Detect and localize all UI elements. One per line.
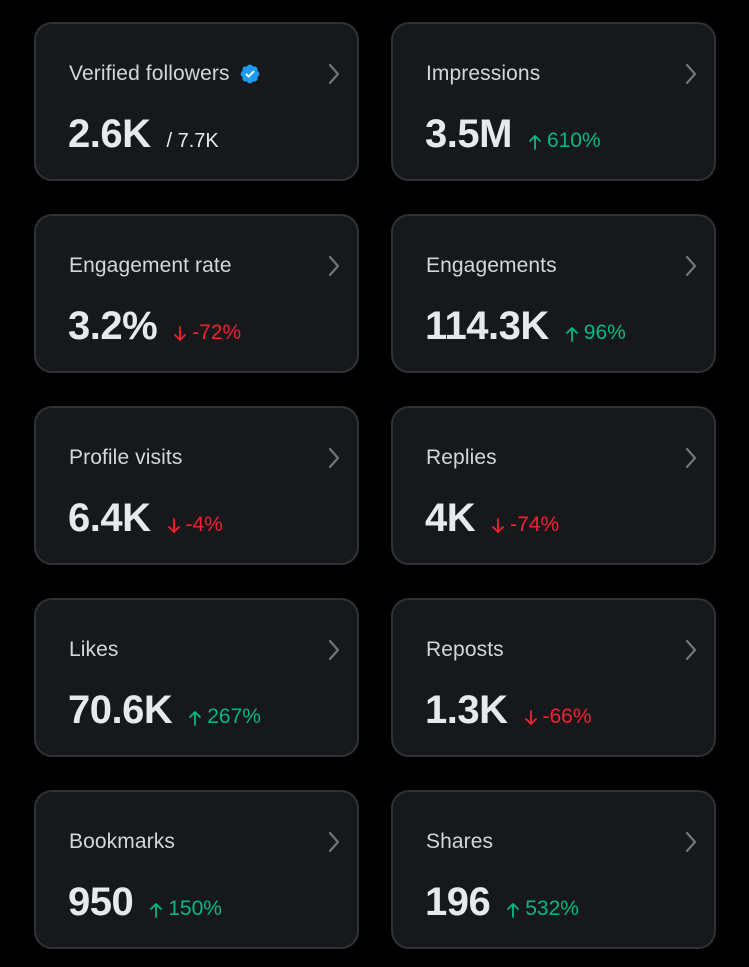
card-profile-visits[interactable]: Profile visits 6.4K -4% — [34, 406, 359, 565]
card-value: 3.5M — [425, 112, 512, 156]
chevron-right-icon — [328, 255, 340, 277]
card-label-row: Engagement rate — [69, 254, 232, 278]
card-value: 114.3K — [425, 304, 549, 348]
card-label: Verified followers — [69, 62, 230, 85]
chevron-right-icon — [328, 639, 340, 661]
chevron-right-icon — [328, 831, 340, 853]
arrow-up-icon — [189, 711, 202, 726]
card-change-value: 150% — [168, 897, 222, 920]
chevron-right-icon — [685, 639, 697, 661]
card-value-row: 196 532% — [425, 880, 579, 924]
card-engagements[interactable]: Engagements 114.3K 96% — [391, 214, 716, 373]
card-label: Engagement rate — [69, 254, 232, 277]
card-label-row: Impressions — [426, 62, 540, 86]
chevron-right-icon — [328, 447, 340, 469]
arrow-down-icon — [167, 518, 180, 533]
chevron-right-icon — [328, 63, 340, 85]
card-value: 4K — [425, 496, 476, 540]
card-value: 196 — [425, 880, 491, 924]
arrow-up-icon — [507, 903, 520, 918]
card-change: 96% — [565, 321, 626, 345]
arrow-up-icon — [565, 327, 578, 342]
arrow-up-icon — [150, 903, 163, 918]
card-change: 610% — [528, 129, 601, 153]
card-label: Reposts — [426, 638, 504, 661]
card-value-row: 70.6K 267% — [68, 688, 261, 732]
arrow-down-icon — [174, 326, 187, 341]
chevron-right-icon — [685, 831, 697, 853]
card-value-row: 1.3K -66% — [425, 688, 592, 732]
card-change-value: -66% — [542, 705, 592, 728]
analytics-grid: Verified followers 2.6K / 7.7K Impressio… — [34, 22, 716, 949]
card-label: Impressions — [426, 62, 541, 85]
card-label: Engagements — [426, 254, 557, 277]
card-value: 950 — [68, 880, 134, 924]
card-label: Replies — [426, 446, 497, 469]
card-value: 70.6K — [68, 688, 173, 732]
card-value: 1.3K — [425, 688, 508, 732]
card-value: 2.6K — [68, 112, 151, 156]
card-reposts[interactable]: Reposts 1.3K -66% — [391, 598, 716, 757]
card-impressions[interactable]: Impressions 3.5M 610% — [391, 22, 716, 181]
card-label-row: Shares — [426, 830, 493, 854]
card-change-value: 267% — [207, 705, 261, 728]
card-value-row: 4K -74% — [425, 496, 559, 540]
chevron-right-icon — [685, 447, 697, 469]
card-label-row: Engagements — [426, 254, 557, 278]
card-change: -4% — [167, 513, 223, 537]
card-change: 150% — [149, 897, 222, 921]
arrow-down-icon — [492, 518, 505, 533]
card-value-row: 2.6K / 7.7K — [68, 112, 219, 156]
card-label: Likes — [69, 638, 119, 661]
card-engagement-rate[interactable]: Engagement rate 3.2% -72% — [34, 214, 359, 373]
card-change-value: 96% — [583, 321, 626, 344]
card-change-value: -74% — [510, 513, 560, 536]
card-change: 267% — [188, 705, 261, 729]
card-shares[interactable]: Shares 196 532% — [391, 790, 716, 949]
card-change-value: 532% — [525, 897, 579, 920]
verified-badge-icon — [240, 64, 259, 84]
arrow-up-icon — [529, 135, 541, 150]
card-change-value: -4% — [185, 513, 223, 536]
card-label-row: Profile visits — [69, 446, 182, 470]
card-change: -74% — [491, 513, 559, 537]
card-total: / 7.7K — [166, 130, 219, 152]
card-likes[interactable]: Likes 70.6K 267% — [34, 598, 359, 757]
card-value-row: 114.3K 96% — [425, 304, 626, 348]
card-bookmarks[interactable]: Bookmarks 950 150% — [34, 790, 359, 949]
card-label-row: Bookmarks — [69, 830, 175, 854]
card-change: 532% — [506, 897, 579, 921]
card-label-row: Reposts — [426, 638, 504, 662]
card-value-row: 3.2% -72% — [68, 304, 241, 348]
card-label: Profile visits — [69, 446, 183, 469]
card-verified-followers[interactable]: Verified followers 2.6K / 7.7K — [34, 22, 359, 181]
card-value-row: 3.5M 610% — [425, 112, 601, 156]
card-change-value: 610% — [546, 129, 601, 152]
card-change: -66% — [524, 705, 592, 729]
card-label: Shares — [426, 830, 494, 853]
card-label-row: Replies — [426, 446, 497, 470]
card-value-row: 6.4K -4% — [68, 496, 223, 540]
card-value: 3.2% — [68, 304, 158, 348]
card-change-value: -72% — [192, 321, 242, 344]
card-value: 6.4K — [68, 496, 151, 540]
card-label-row: Likes — [69, 638, 119, 662]
card-label: Bookmarks — [69, 830, 175, 853]
chevron-right-icon — [685, 63, 697, 85]
card-value-row: 950 150% — [68, 880, 222, 924]
card-label-row: Verified followers — [69, 62, 261, 86]
card-replies[interactable]: Replies 4K -74% — [391, 406, 716, 565]
arrow-down-icon — [524, 710, 537, 725]
chevron-right-icon — [685, 255, 697, 277]
card-change: -72% — [173, 321, 241, 345]
